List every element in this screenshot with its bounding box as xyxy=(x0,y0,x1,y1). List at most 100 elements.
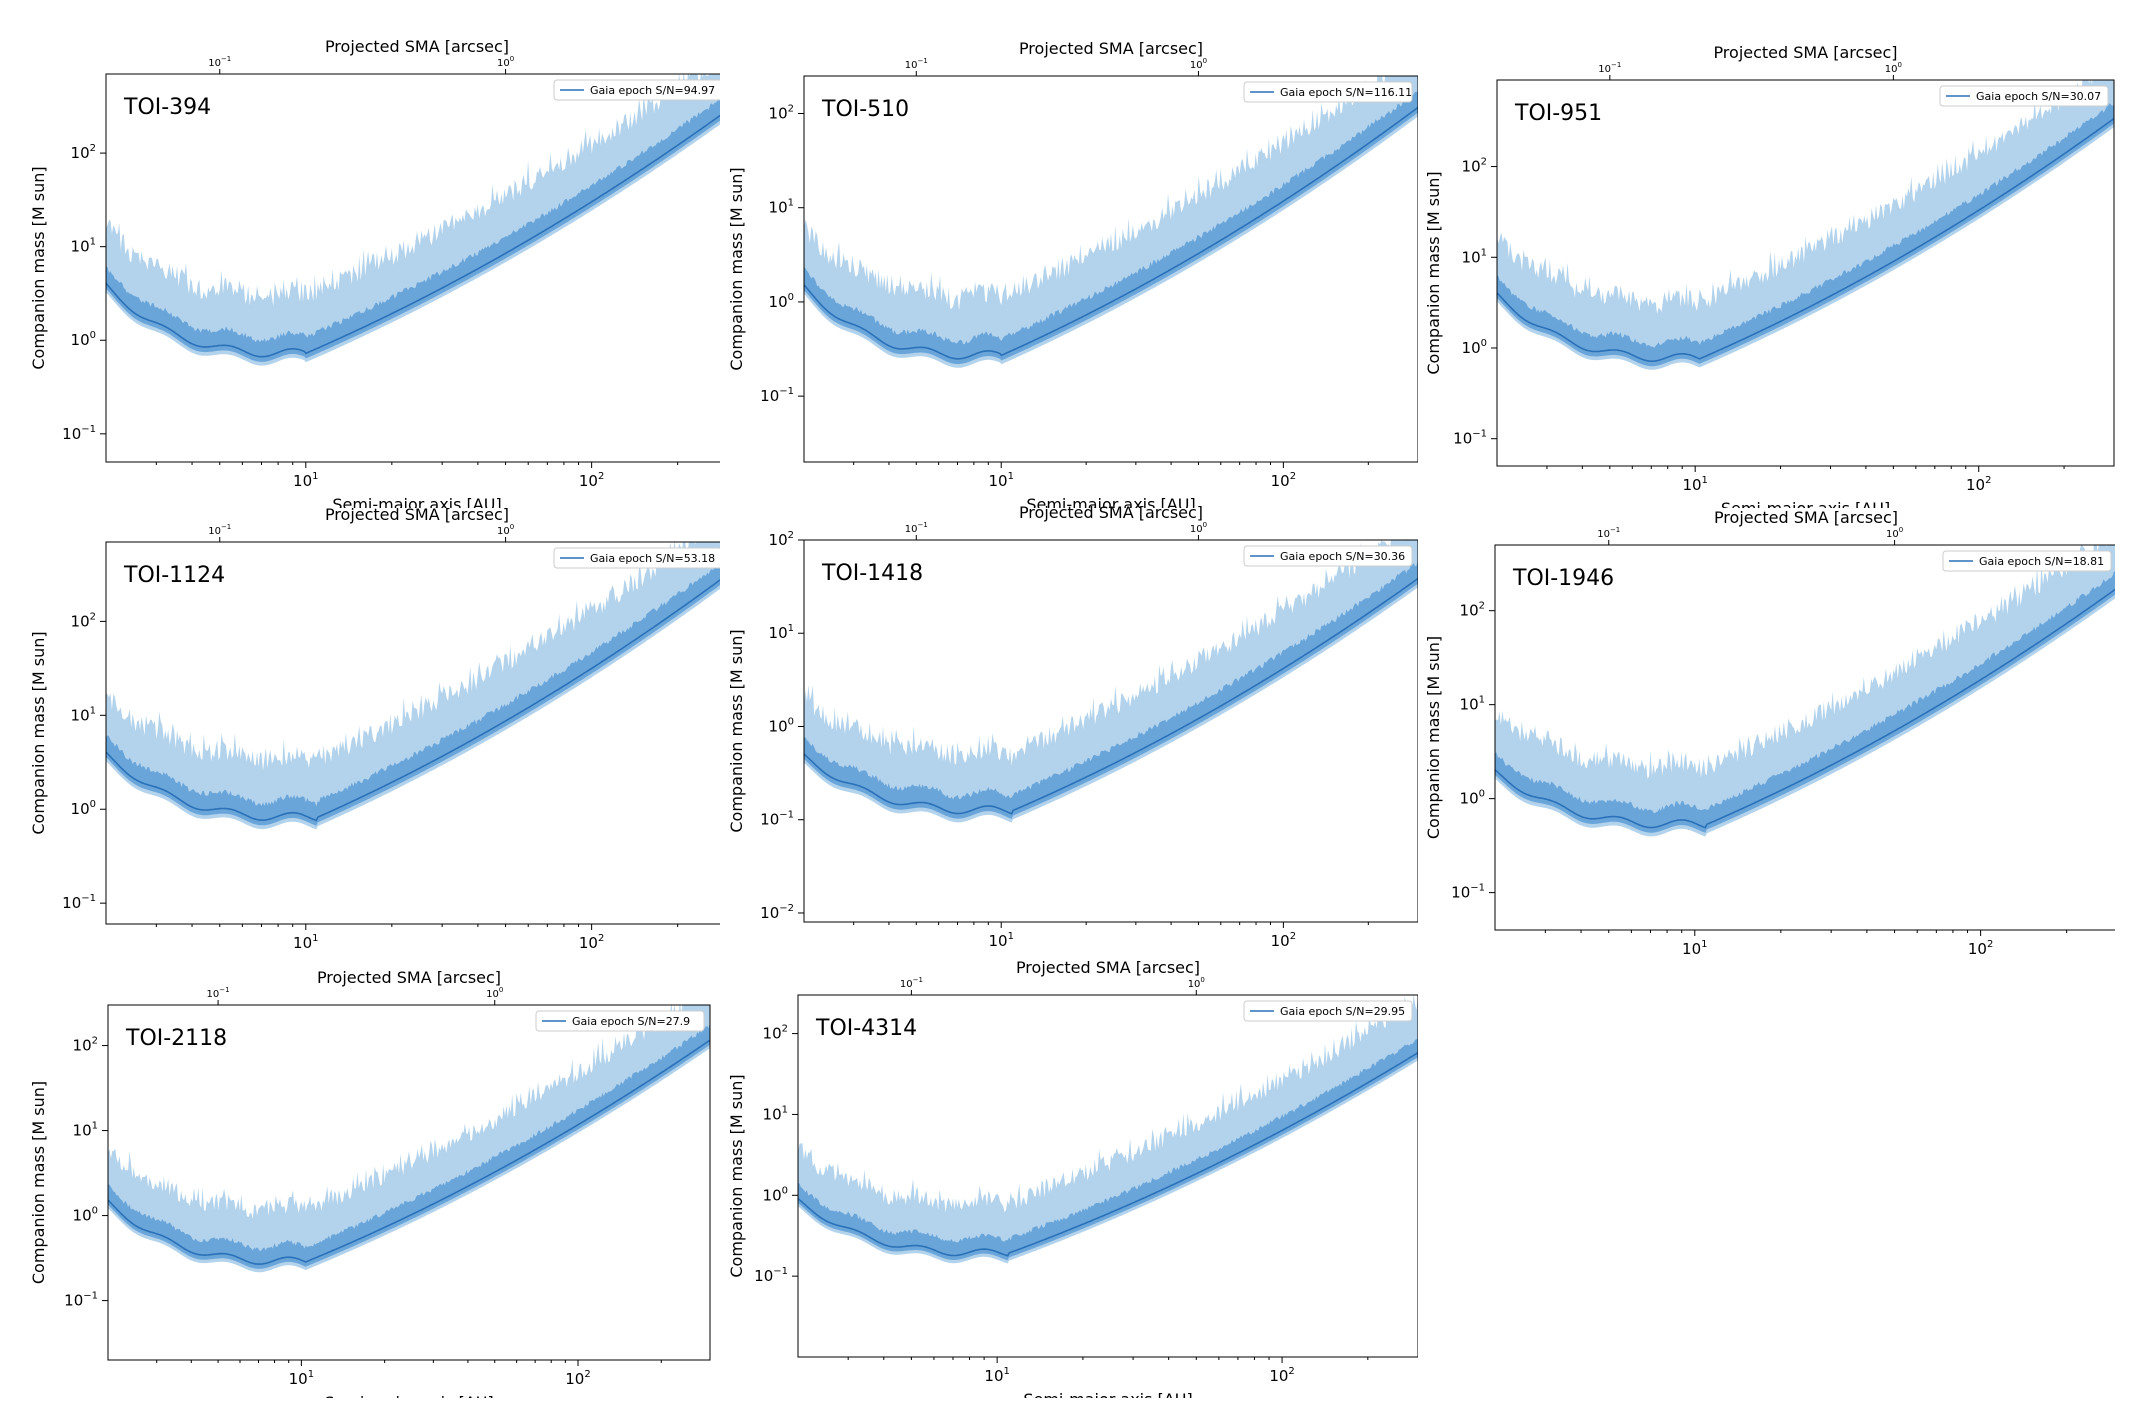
chart-panel-toi-2118: 101 102 10−1 100 101 102 10−1 100 Projected SMA … xyxy=(20,965,720,1402)
y-tick-label: 102 xyxy=(71,611,96,630)
light-confidence-band xyxy=(804,76,1418,368)
top-axis-label: Projected SMA [arcsec] xyxy=(1019,503,1203,522)
top-tick-label: 100 xyxy=(486,986,503,1000)
mass-limit-line xyxy=(108,1039,710,1265)
plot-area xyxy=(798,995,1418,1264)
y-tick-label: 102 xyxy=(73,1036,98,1055)
legend-label: Gaia epoch S/N=27.9 xyxy=(572,1015,690,1028)
top-tick-label: 10−1 xyxy=(905,521,928,535)
light-confidence-band xyxy=(1495,545,2117,837)
y-tick-label: 100 xyxy=(763,1185,788,1204)
top-tick-label: 100 xyxy=(497,523,514,537)
y-axis-label: Companion mass [M sun] xyxy=(29,631,48,834)
top-axis-label: Projected SMA [arcsec] xyxy=(317,968,501,987)
chart-title: TOI-1418 xyxy=(821,561,923,586)
chart-panel-toi-1946: 101 102 10−1 100 101 102 10−1 100 Projected SMA … xyxy=(1415,500,2118,982)
mass-limit-line xyxy=(804,106,1418,360)
x-tick-label: 101 xyxy=(988,931,1013,950)
y-tick-label: 100 xyxy=(769,716,794,735)
y-tick-label: 101 xyxy=(769,198,794,217)
plot-area xyxy=(804,540,1418,823)
y-tick-label: 10−1 xyxy=(760,386,794,405)
top-tick-label: 10−1 xyxy=(1597,526,1620,540)
mass-limit-line xyxy=(106,573,728,822)
chart-title: TOI-4314 xyxy=(815,1016,917,1041)
legend-label: Gaia epoch S/N=30.36 xyxy=(1280,550,1405,563)
y-tick-label: 101 xyxy=(1460,695,1485,714)
chart-panel-toi-951: 101 102 10−1 100 101 102 10−1 100 Projected SMA … xyxy=(1415,28,2115,518)
light-confidence-band xyxy=(804,540,1418,823)
y-axis-label: Companion mass [M sun] xyxy=(29,166,48,369)
y-tick-label: 101 xyxy=(763,1104,788,1123)
y-tick-label: 100 xyxy=(1462,338,1487,357)
chart-title: TOI-2118 xyxy=(125,1026,227,1051)
mid-confidence-band xyxy=(1497,103,2114,367)
x-tick-label: 102 xyxy=(1968,939,1993,958)
top-axis-label: Projected SMA [arcsec] xyxy=(325,505,509,524)
y-tick-label: 100 xyxy=(71,330,96,349)
y-axis-label: Companion mass [M sun] xyxy=(727,629,746,832)
y-tick-label: 10−1 xyxy=(1451,883,1485,902)
y-tick-label: 10−1 xyxy=(64,1291,98,1310)
top-axis-label: Projected SMA [arcsec] xyxy=(325,37,509,56)
top-tick-label: 10−1 xyxy=(207,986,230,1000)
chart-title: TOI-1946 xyxy=(1512,566,1614,591)
y-tick-label: 102 xyxy=(1460,601,1485,620)
legend-box xyxy=(1243,1000,1413,1022)
x-tick-label: 102 xyxy=(565,1369,590,1388)
top-tick-label: 100 xyxy=(1886,526,1903,540)
y-tick-label: 10−1 xyxy=(62,424,96,443)
x-tick-label: 102 xyxy=(579,471,604,490)
y-tick-label: 100 xyxy=(769,292,794,311)
top-tick-label: 10−1 xyxy=(1598,61,1621,75)
top-axis-label: Projected SMA [arcsec] xyxy=(1714,508,1898,527)
chart-title: TOI-394 xyxy=(123,95,211,120)
chart-title: TOI-1124 xyxy=(123,563,225,588)
plot-area xyxy=(108,1005,710,1273)
y-tick-label: 102 xyxy=(763,1024,788,1043)
chart-panel-toi-510: 101 102 10−1 100 101 102 10−1 100 Projected SMA … xyxy=(718,28,1419,514)
top-tick-label: 100 xyxy=(1885,61,1902,75)
x-tick-label: 101 xyxy=(988,471,1013,490)
x-tick-label: 101 xyxy=(293,933,318,952)
mass-limit-line xyxy=(1495,587,2117,829)
y-tick-label: 10−1 xyxy=(62,893,96,912)
chart-panel-toi-1418: 101 102 10−2 10−1 100 101 102 10−1 100 Projected … xyxy=(718,495,1419,974)
x-tick-label: 102 xyxy=(1269,1366,1294,1385)
top-tick-label: 100 xyxy=(497,55,514,69)
chart-title: TOI-951 xyxy=(1514,101,1602,126)
x-tick-label: 101 xyxy=(984,1366,1009,1385)
mid-confidence-band xyxy=(1495,569,2117,833)
x-axis-label: Semi-major axis [AU] xyxy=(1023,1390,1192,1398)
x-tick-label: 102 xyxy=(579,933,604,952)
x-tick-label: 102 xyxy=(1271,931,1296,950)
chart-panel-toi-4314: 101 102 10−1 100 101 102 10−1 100 Projected SMA … xyxy=(718,955,1419,1402)
top-tick-label: 100 xyxy=(1190,521,1207,535)
y-tick-label: 10−1 xyxy=(1453,429,1487,448)
mid-confidence-band xyxy=(804,561,1418,819)
mass-limit-line xyxy=(798,1052,1418,1257)
y-tick-label: 10−1 xyxy=(754,1266,788,1285)
x-tick-label: 102 xyxy=(1271,471,1296,490)
chart-panel-toi-1124: 101 102 10−1 100 101 102 10−1 100 Projected SMA … xyxy=(20,500,729,976)
y-tick-label: 101 xyxy=(71,705,96,724)
x-tick-label: 102 xyxy=(1966,475,1991,494)
legend-box xyxy=(1939,85,2109,107)
axes-frame xyxy=(1496,79,2115,467)
x-tick-label: 101 xyxy=(1682,939,1707,958)
y-axis-label: Companion mass [M sun] xyxy=(29,1081,48,1284)
y-tick-label: 10−1 xyxy=(760,810,794,829)
y-tick-label: 101 xyxy=(71,237,96,256)
legend-label: Gaia epoch S/N=94.97 xyxy=(590,84,715,97)
mid-confidence-band xyxy=(108,1022,710,1269)
top-tick-label: 10−1 xyxy=(905,57,928,71)
x-tick-label: 101 xyxy=(289,1369,314,1388)
